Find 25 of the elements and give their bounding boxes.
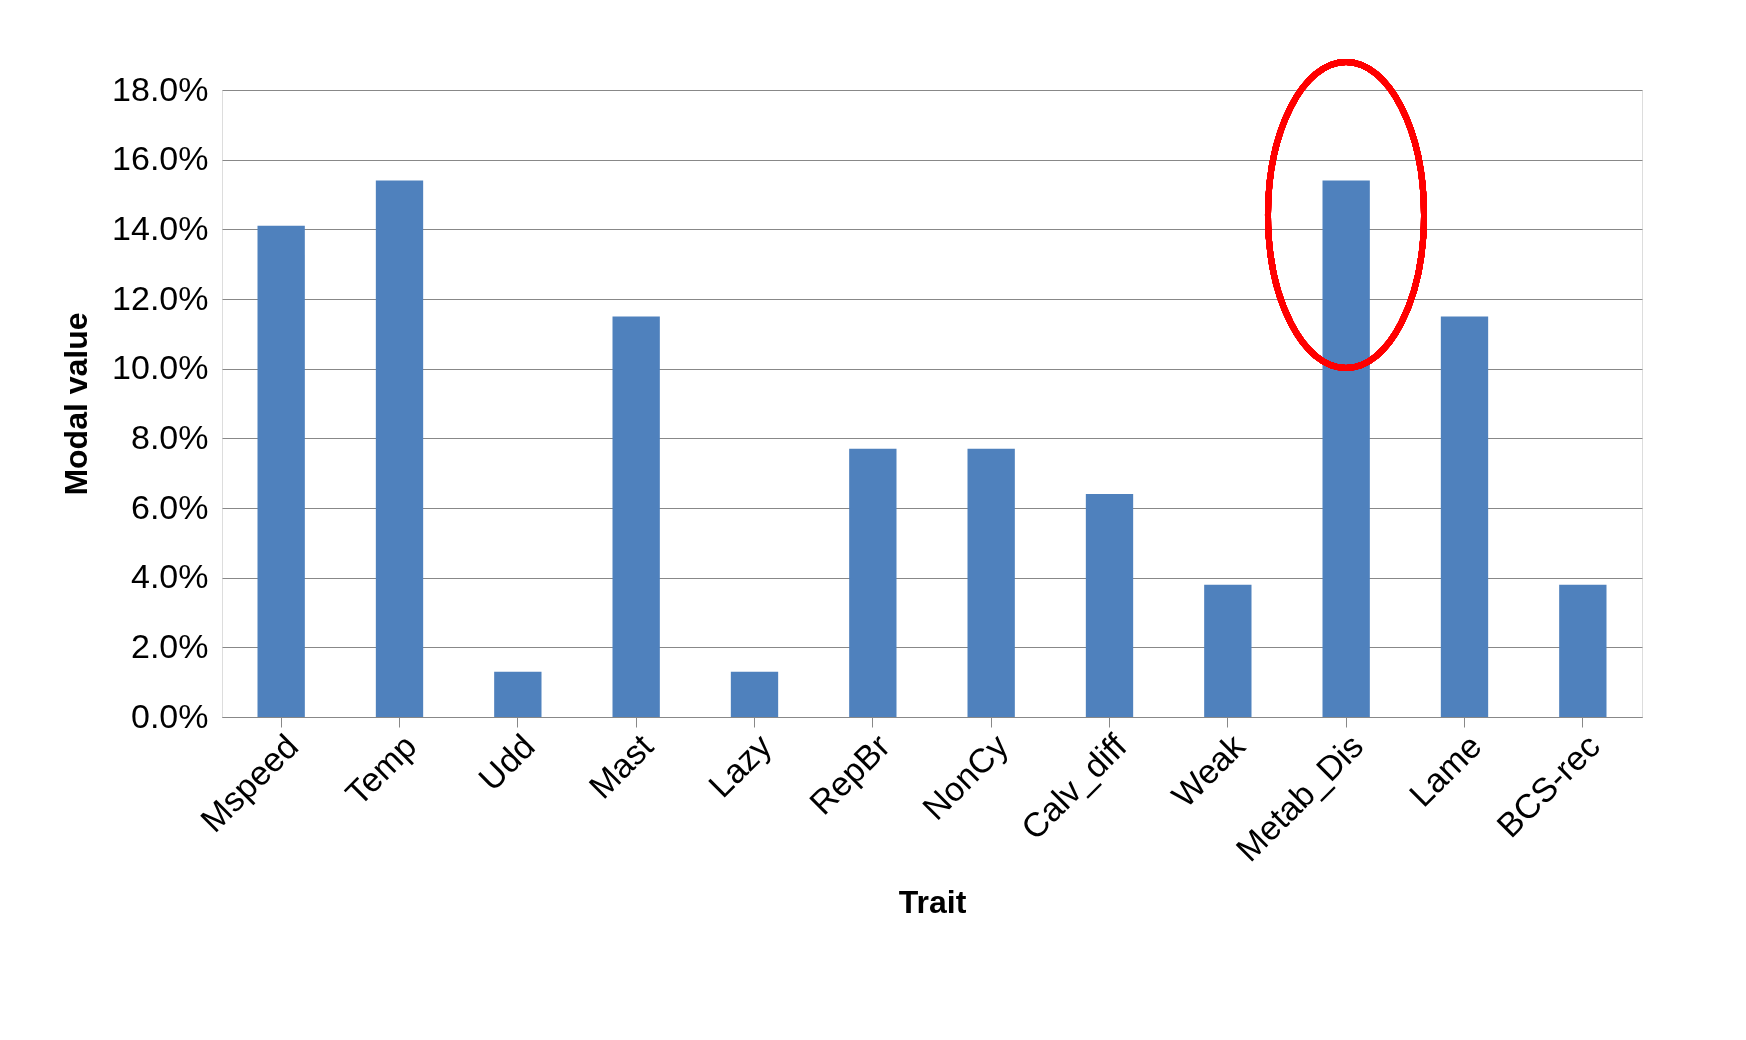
bar — [494, 671, 542, 717]
bar — [1204, 584, 1252, 717]
bar — [1322, 180, 1370, 717]
y-tick-label: 8.0% — [131, 417, 209, 456]
y-tick-label: 10.0% — [112, 348, 209, 387]
bar — [375, 180, 424, 717]
bar — [730, 671, 779, 717]
y-tick-label: 18.0% — [112, 69, 209, 108]
y-tick-label: 2.0% — [131, 626, 209, 665]
bar — [1440, 316, 1489, 717]
y-tick-label: 14.0% — [112, 208, 209, 247]
bar — [967, 448, 1015, 717]
bar — [257, 225, 305, 717]
y-tick-label: 6.0% — [131, 487, 209, 526]
bar — [612, 316, 660, 717]
bar — [1085, 494, 1134, 717]
y-tick-label: 4.0% — [131, 557, 209, 596]
y-axis-title: Modal value — [58, 312, 95, 496]
bar — [1559, 584, 1607, 717]
bar — [849, 448, 897, 717]
x-tick-label: Udd — [470, 726, 542, 798]
y-tick-label: 12.0% — [112, 278, 209, 317]
x-axis-title: Trait — [898, 884, 967, 921]
y-tick-label: 16.0% — [112, 139, 209, 178]
y-tick-label: 0.0% — [131, 696, 209, 735]
